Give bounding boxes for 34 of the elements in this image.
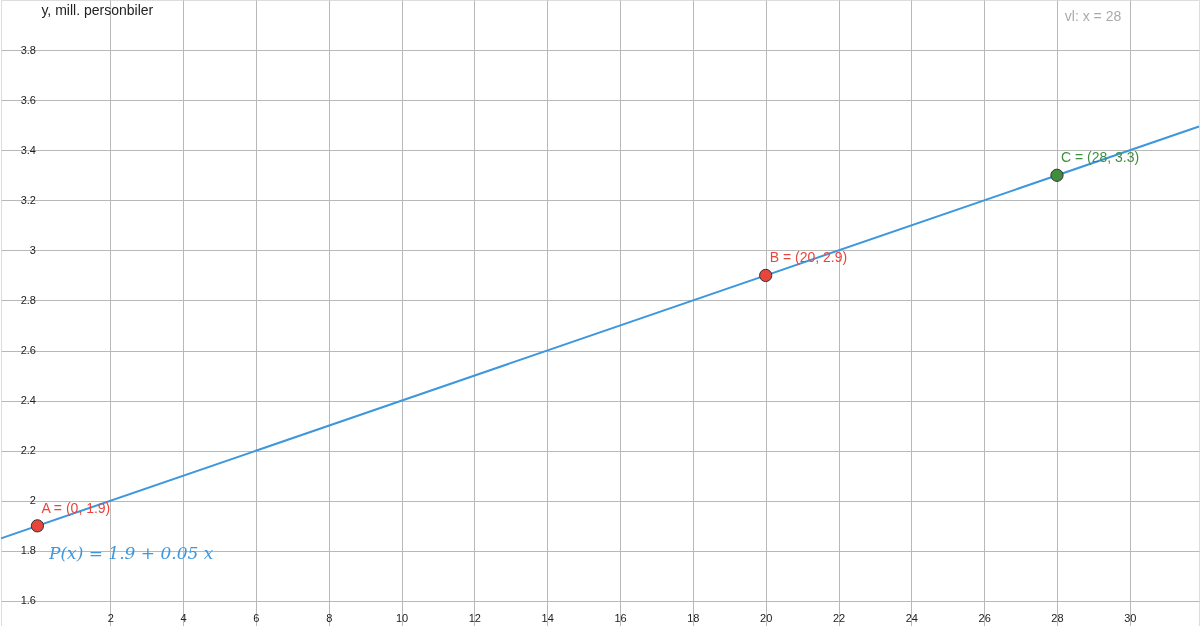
y-tick-label: 3.4 xyxy=(20,143,36,156)
y-tick-label: 3 xyxy=(29,243,36,256)
y-tick-label: 2 xyxy=(29,494,36,507)
annotation: A = (0, 1.9) xyxy=(41,499,111,516)
point xyxy=(30,519,45,533)
y-tick-label: 2.2 xyxy=(20,444,36,457)
x-tick-label: 30 xyxy=(1124,611,1137,624)
y-tick-label: 3.6 xyxy=(20,93,36,106)
x-tick-label: 16 xyxy=(614,611,627,624)
y-axis-title: y, mill. personbiler xyxy=(41,2,154,18)
x-tick-label: 24 xyxy=(905,611,918,624)
y-tick-label: 1.8 xyxy=(20,544,36,557)
x-tick-label: 20 xyxy=(760,611,773,624)
annotation: vl: x = 28 xyxy=(1064,8,1122,24)
point xyxy=(759,268,773,283)
x-tick-label: 2 xyxy=(107,611,114,624)
y-tick-label: 3.8 xyxy=(20,43,36,56)
x-tick-label: 14 xyxy=(541,611,554,624)
x-tick-label: 26 xyxy=(978,611,991,624)
x-tick-label: 4 xyxy=(180,611,187,624)
series-label: P(x) = 1.9 + 0.05 x xyxy=(48,543,214,564)
y-tick-label: 1.6 xyxy=(20,594,36,607)
point xyxy=(1050,168,1064,182)
y-tick-label: 2.6 xyxy=(20,344,36,357)
y-tick-label: 2.4 xyxy=(20,394,36,407)
y-tick-label: 2.8 xyxy=(20,293,36,306)
x-tick-label: 6 xyxy=(253,611,260,624)
x-tick-label: 10 xyxy=(395,611,409,624)
x-tick-label: 8 xyxy=(326,611,333,624)
x-tick-label: 22 xyxy=(832,611,846,624)
x-tick-label: 18 xyxy=(687,611,700,624)
x-tick-label: 28 xyxy=(1051,611,1064,624)
x-tick-label: 12 xyxy=(468,611,481,624)
y-tick-label: 3.2 xyxy=(20,193,36,206)
